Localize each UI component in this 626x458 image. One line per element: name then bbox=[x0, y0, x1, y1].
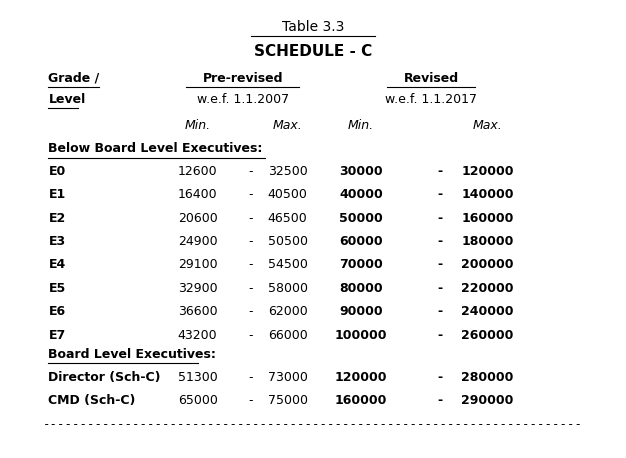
Text: 290000: 290000 bbox=[461, 394, 514, 407]
Text: 75000: 75000 bbox=[268, 394, 307, 407]
Text: Grade /: Grade / bbox=[48, 72, 100, 85]
Text: E4: E4 bbox=[48, 258, 66, 272]
Text: w.e.f. 1.1.2017: w.e.f. 1.1.2017 bbox=[385, 93, 477, 106]
Text: CMD (Sch-C): CMD (Sch-C) bbox=[48, 394, 136, 407]
Text: -: - bbox=[437, 305, 442, 318]
Text: -: - bbox=[249, 305, 254, 318]
Text: 51300: 51300 bbox=[178, 371, 217, 384]
Text: 140000: 140000 bbox=[461, 188, 514, 202]
Text: -: - bbox=[437, 282, 442, 295]
Text: 32500: 32500 bbox=[268, 165, 307, 178]
Text: E0: E0 bbox=[48, 165, 66, 178]
Text: 16400: 16400 bbox=[178, 188, 217, 202]
Text: 24900: 24900 bbox=[178, 235, 217, 248]
Text: Table 3.3: Table 3.3 bbox=[282, 20, 344, 33]
Text: -: - bbox=[437, 165, 442, 178]
Text: E1: E1 bbox=[48, 188, 66, 202]
Text: 80000: 80000 bbox=[339, 282, 382, 295]
Text: 220000: 220000 bbox=[461, 282, 514, 295]
Text: 46500: 46500 bbox=[268, 212, 307, 225]
Text: E2: E2 bbox=[48, 212, 66, 225]
Text: -: - bbox=[437, 394, 442, 407]
Text: ------------------------------------------------------------------------: ----------------------------------------… bbox=[43, 418, 583, 431]
Text: -: - bbox=[437, 258, 442, 272]
Text: -: - bbox=[437, 235, 442, 248]
Text: 160000: 160000 bbox=[335, 394, 387, 407]
Text: Below Board Level Executives:: Below Board Level Executives: bbox=[48, 142, 263, 155]
Text: 280000: 280000 bbox=[461, 371, 514, 384]
Text: 29100: 29100 bbox=[178, 258, 217, 272]
Text: Board Level Executives:: Board Level Executives: bbox=[48, 348, 217, 360]
Text: -: - bbox=[437, 212, 442, 225]
Text: -: - bbox=[249, 371, 254, 384]
Text: -: - bbox=[249, 235, 254, 248]
Text: 73000: 73000 bbox=[268, 371, 307, 384]
Text: -: - bbox=[249, 329, 254, 342]
Text: 240000: 240000 bbox=[461, 305, 514, 318]
Text: 65000: 65000 bbox=[178, 394, 218, 407]
Text: 200000: 200000 bbox=[461, 258, 514, 272]
Text: 40500: 40500 bbox=[268, 188, 307, 202]
Text: 66000: 66000 bbox=[268, 329, 307, 342]
Text: Min.: Min. bbox=[348, 119, 374, 132]
Text: 50000: 50000 bbox=[339, 212, 382, 225]
Text: 90000: 90000 bbox=[339, 305, 382, 318]
Text: Director (Sch-C): Director (Sch-C) bbox=[48, 371, 161, 384]
Text: 32900: 32900 bbox=[178, 282, 217, 295]
Text: -: - bbox=[437, 329, 442, 342]
Text: -: - bbox=[249, 394, 254, 407]
Text: E6: E6 bbox=[48, 305, 66, 318]
Text: E3: E3 bbox=[48, 235, 66, 248]
Text: -: - bbox=[249, 188, 254, 202]
Text: 36600: 36600 bbox=[178, 305, 217, 318]
Text: Min.: Min. bbox=[185, 119, 211, 132]
Text: Revised: Revised bbox=[404, 72, 459, 85]
Text: 260000: 260000 bbox=[461, 329, 514, 342]
Text: 70000: 70000 bbox=[339, 258, 382, 272]
Text: 160000: 160000 bbox=[461, 212, 514, 225]
Text: SCHEDULE - C: SCHEDULE - C bbox=[254, 44, 372, 59]
Text: 58000: 58000 bbox=[268, 282, 307, 295]
Text: E5: E5 bbox=[48, 282, 66, 295]
Text: E7: E7 bbox=[48, 329, 66, 342]
Text: 50500: 50500 bbox=[268, 235, 307, 248]
Text: 120000: 120000 bbox=[334, 371, 387, 384]
Text: 62000: 62000 bbox=[268, 305, 307, 318]
Text: Max.: Max. bbox=[273, 119, 302, 132]
Text: 180000: 180000 bbox=[461, 235, 514, 248]
Text: Max.: Max. bbox=[473, 119, 502, 132]
Text: -: - bbox=[249, 212, 254, 225]
Text: 100000: 100000 bbox=[334, 329, 387, 342]
Text: -: - bbox=[249, 258, 254, 272]
Text: 20600: 20600 bbox=[178, 212, 217, 225]
Text: 30000: 30000 bbox=[339, 165, 382, 178]
Text: -: - bbox=[249, 282, 254, 295]
Text: Pre-revised: Pre-revised bbox=[202, 72, 283, 85]
Text: 120000: 120000 bbox=[461, 165, 514, 178]
Text: -: - bbox=[249, 165, 254, 178]
Text: 43200: 43200 bbox=[178, 329, 217, 342]
Text: -: - bbox=[437, 371, 442, 384]
Text: w.e.f. 1.1.2007: w.e.f. 1.1.2007 bbox=[197, 93, 289, 106]
Text: 60000: 60000 bbox=[339, 235, 382, 248]
Text: Level: Level bbox=[48, 93, 86, 106]
Text: 54500: 54500 bbox=[268, 258, 307, 272]
Text: -: - bbox=[437, 188, 442, 202]
Text: 12600: 12600 bbox=[178, 165, 217, 178]
Text: 40000: 40000 bbox=[339, 188, 382, 202]
